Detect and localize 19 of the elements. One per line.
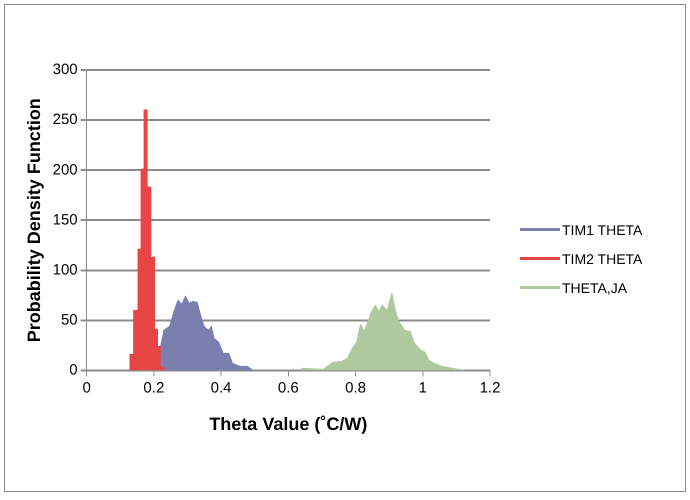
y-tick-label: 250 bbox=[52, 111, 78, 128]
x-tick-label: 0.8 bbox=[345, 380, 366, 397]
x-tick-label: 0 bbox=[82, 380, 91, 397]
legend-label: TIM1 THETA bbox=[562, 222, 642, 238]
legend-label: THETA,JA bbox=[562, 280, 628, 296]
x-tick-label: 1.2 bbox=[480, 380, 500, 397]
x-tick-label: 0.4 bbox=[210, 380, 232, 397]
y-tick-label: 0 bbox=[69, 362, 78, 379]
y-tick-label: 100 bbox=[52, 261, 78, 278]
y-tick-label: 150 bbox=[52, 211, 78, 228]
y-tick-label: 300 bbox=[52, 61, 78, 78]
x-tick-label: 1 bbox=[418, 380, 427, 397]
y-axis-title: Probability Density Function bbox=[24, 98, 44, 342]
x-tick-label: 0.6 bbox=[278, 380, 299, 397]
x-tick-label: 0.2 bbox=[143, 380, 164, 397]
legend-label: TIM2 THETA bbox=[562, 250, 642, 266]
x-axis-title: Theta Value (˚C/W) bbox=[209, 414, 368, 434]
y-tick-label: 200 bbox=[52, 161, 78, 178]
y-tick-label: 50 bbox=[60, 311, 78, 328]
